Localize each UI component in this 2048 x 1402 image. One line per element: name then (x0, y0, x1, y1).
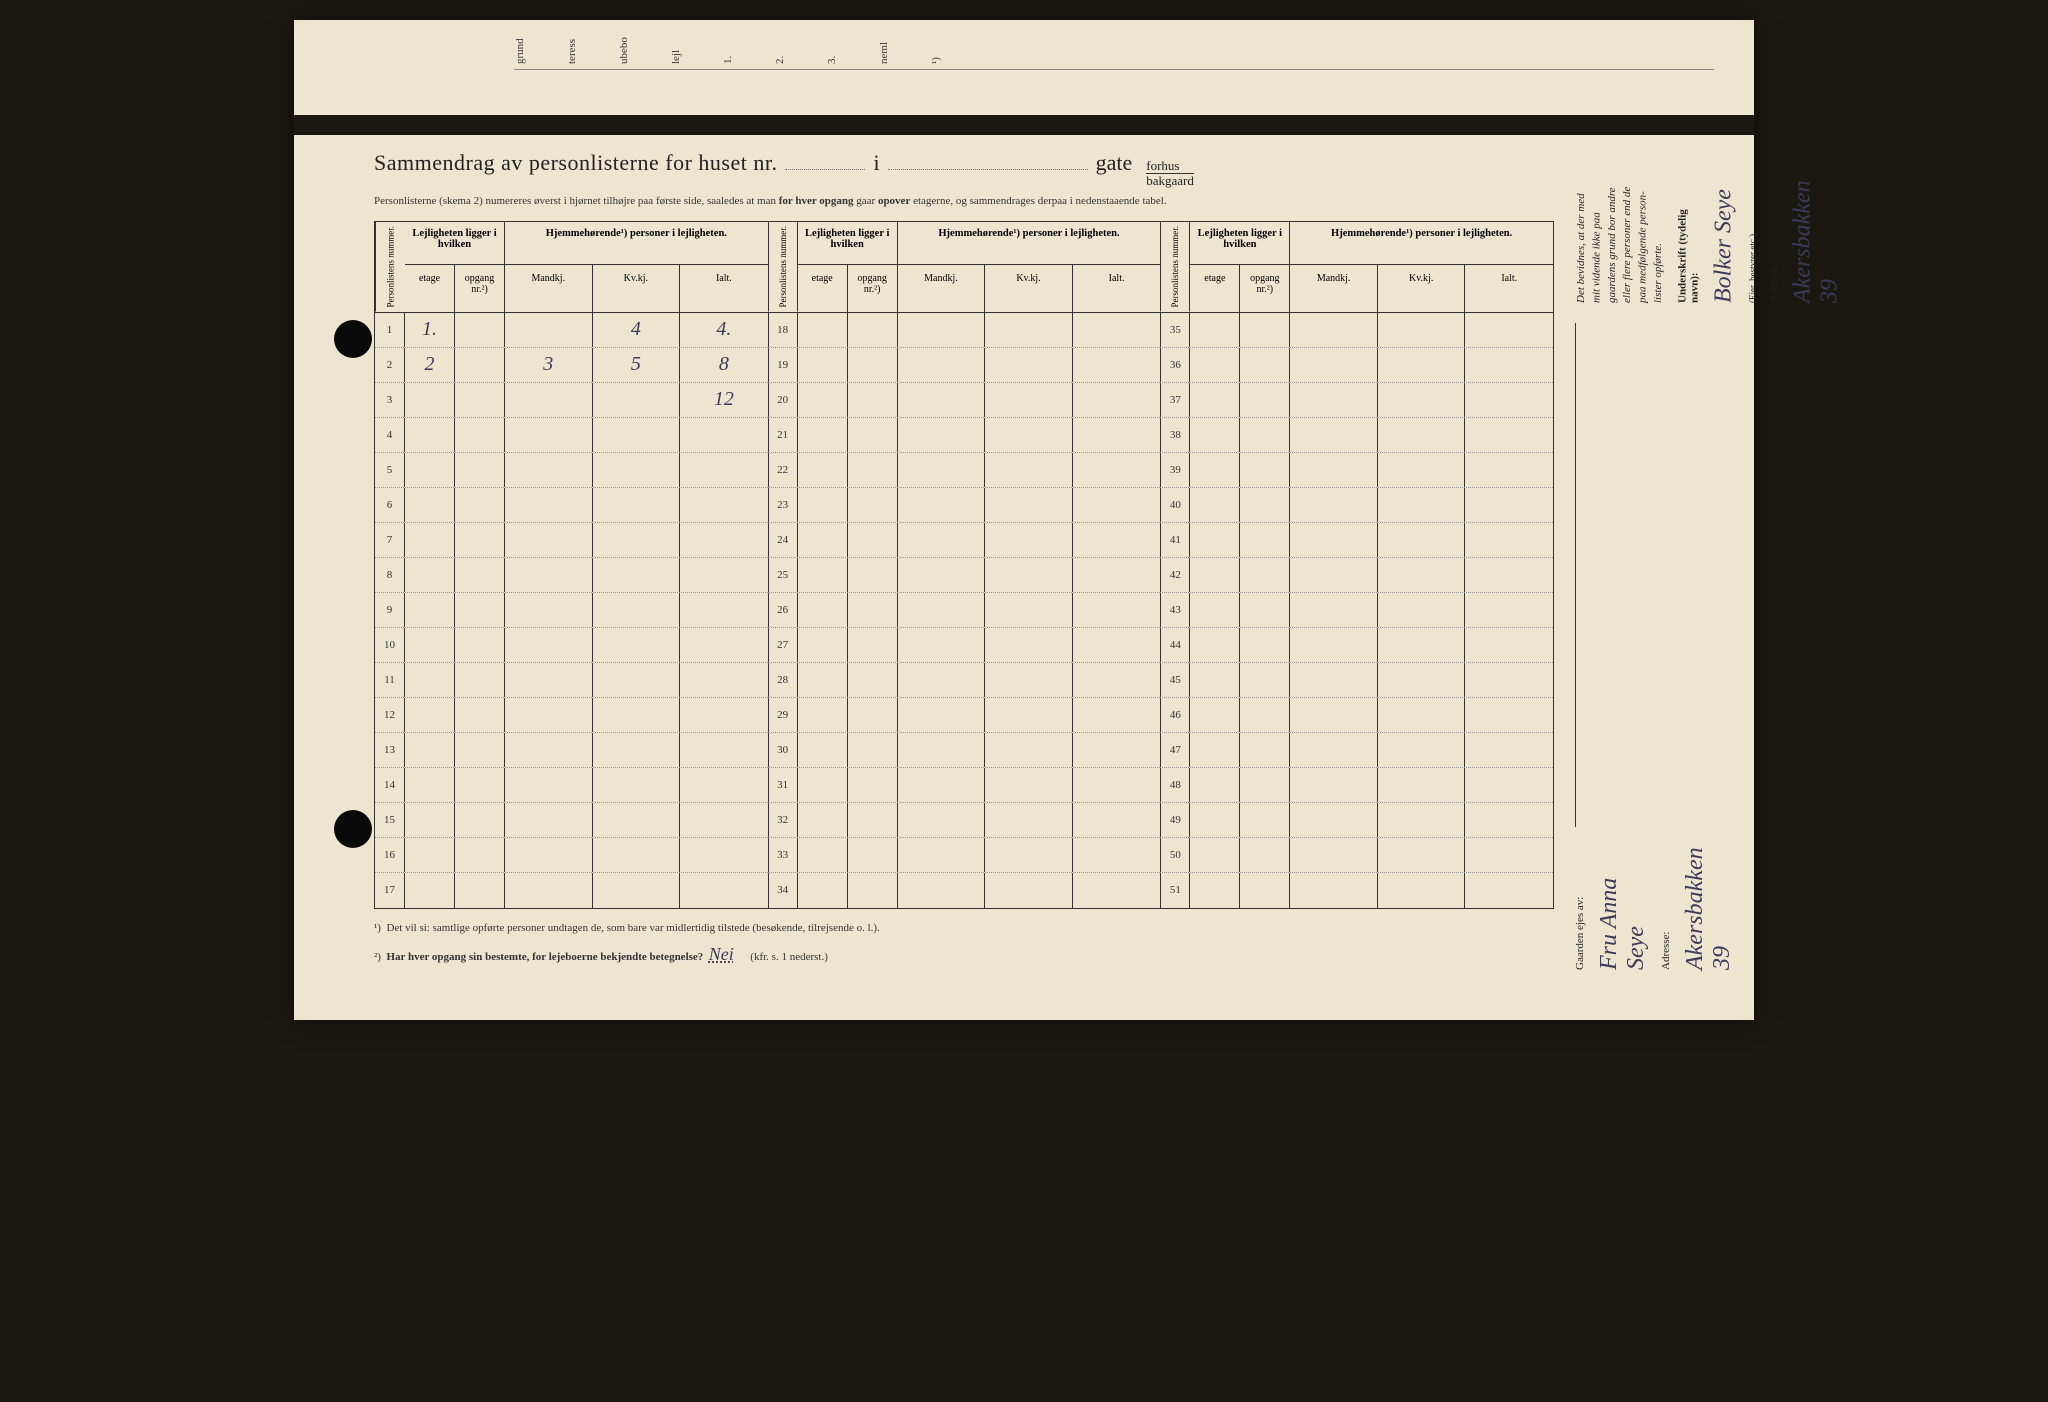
document-page: grundteressubebolejl1.2.3.neml¹) Sammend… (294, 20, 1754, 1020)
table-row: 12 (375, 698, 768, 733)
table-row: 4 (375, 418, 768, 453)
table-row: 49 (1160, 803, 1553, 838)
col-lejlighet: Lejligheten ligger i hvilken (405, 222, 505, 265)
table-row: 32 (768, 803, 1161, 838)
ejer-label: (Ejer, bestyrer etc.) (1747, 180, 1757, 303)
table-row: 50 (1160, 838, 1553, 873)
table-row: 19 (768, 348, 1161, 383)
table-row: 48 (1160, 768, 1553, 803)
table-row: 6 (375, 488, 768, 523)
table-row: 17 (375, 873, 768, 908)
owner-address-value: Akersbakken 39 (1682, 847, 1736, 970)
col-opgang: opgang nr.²) (455, 265, 505, 311)
col-mandkj: Mandkj. (505, 265, 593, 311)
gate-fraction: forhus bakgaard (1146, 159, 1194, 187)
address-label: Adresse: (1767, 180, 1779, 303)
table-row: 46 (1160, 698, 1553, 733)
col-hjemmehorende: Hjemmehørende¹) personer i lejligheten. (505, 222, 768, 265)
table-row: 35 (1160, 313, 1553, 348)
table-row: 22358 (375, 348, 768, 383)
table-row: 10 (375, 628, 768, 663)
table-row: 28 (768, 663, 1161, 698)
owner-label: Gaarden ejes av: (1574, 847, 1586, 970)
address-value: Akersbakken 39 (1789, 180, 1843, 303)
summary-table: Personlistens nummer. Lejligheten ligger… (374, 221, 1554, 909)
table-section-2: Personlistens nummer. Lejligheten ligger… (768, 222, 1161, 908)
table-row: 31 (768, 768, 1161, 803)
table-row: 29 (768, 698, 1161, 733)
col-ialt: Ialt. (680, 265, 768, 311)
table-row: 38 (1160, 418, 1553, 453)
table-row: 18 (768, 313, 1161, 348)
col-etage: etage (405, 265, 455, 311)
table-row: 27 (768, 628, 1161, 663)
table-row: 13 (375, 733, 768, 768)
table-row: 51 (1160, 873, 1553, 908)
table-row: 30 (768, 733, 1161, 768)
table-row: 42 (1160, 558, 1553, 593)
table-row: 20 (768, 383, 1161, 418)
table-row: 22 (768, 453, 1161, 488)
table-section-1: Personlistens nummer. Lejligheten ligger… (375, 222, 768, 908)
signature-value: Bolker Seye (1710, 180, 1737, 303)
table-row: 15 (375, 803, 768, 838)
form-title: Sammendrag av personlisterne for huset n… (374, 150, 777, 176)
col-kvkj: Kv.kj. (593, 265, 681, 311)
title-i: i (873, 150, 879, 176)
main-form: Sammendrag av personlisterne for huset n… (374, 150, 1554, 1000)
table-row: 11 (375, 663, 768, 698)
form-subtitle: Personlisterne (skema 2) numereres øvers… (374, 195, 1554, 207)
form-title-row: Sammendrag av personlisterne for huset n… (374, 150, 1554, 187)
table-row: 41 (1160, 523, 1553, 558)
table-row: 312 (375, 383, 768, 418)
table-row: 8 (375, 558, 768, 593)
table-row: 40 (1160, 488, 1553, 523)
table-row: 39 (1160, 453, 1553, 488)
table-row: 43 (1160, 593, 1553, 628)
footnote-1: Det vil si: samtlige opførte personer un… (386, 922, 879, 934)
owner-address-label: Adresse: (1660, 847, 1672, 970)
table-row: 36 (1160, 348, 1553, 383)
table-row: 23 (768, 488, 1161, 523)
table-row: 25 (768, 558, 1161, 593)
table-row: 33 (768, 838, 1161, 873)
table-row: 9 (375, 593, 768, 628)
table-row: 26 (768, 593, 1161, 628)
table-row: 21 (768, 418, 1161, 453)
punch-hole (334, 810, 372, 848)
table-row: 45 (1160, 663, 1553, 698)
table-row: 37 (1160, 383, 1553, 418)
table-row: 34 (768, 873, 1161, 908)
title-gate: gate (1096, 150, 1133, 176)
attestation-text: Det bevidnes, at der med mit vidende ikk… (1574, 180, 1666, 303)
footnote-2: Har hver opgang sin bestemte, for lejebo… (386, 951, 703, 963)
signature-label: Underskrift (tydelig navn): (1676, 209, 1700, 303)
footnotes: ¹) Det vil si: samtlige opførte personer… (374, 919, 1554, 971)
page-separator (294, 115, 1754, 135)
table-section-3: Personlistens nummer. Lejligheten ligger… (1160, 222, 1553, 908)
footnote-2-answer: Nei (709, 944, 734, 964)
table-row: 16 (375, 838, 768, 873)
table-row: 44 (1160, 628, 1553, 663)
top-page-fragment: grundteressubebolejl1.2.3.neml¹) (514, 20, 1714, 70)
table-row: 7 (375, 523, 768, 558)
table-row: 47 (1160, 733, 1553, 768)
owner-value: Fru Anna Seye (1596, 847, 1650, 970)
signature-panel: Gaarden ejes av: Fru Anna Seye Adresse: … (1574, 170, 1734, 980)
punch-hole (334, 320, 372, 358)
table-row: 5 (375, 453, 768, 488)
table-row: 24 (768, 523, 1161, 558)
table-row: 14 (375, 768, 768, 803)
col-personlist-number: Personlistens nummer. (375, 222, 405, 312)
table-row: 11.44. (375, 313, 768, 348)
